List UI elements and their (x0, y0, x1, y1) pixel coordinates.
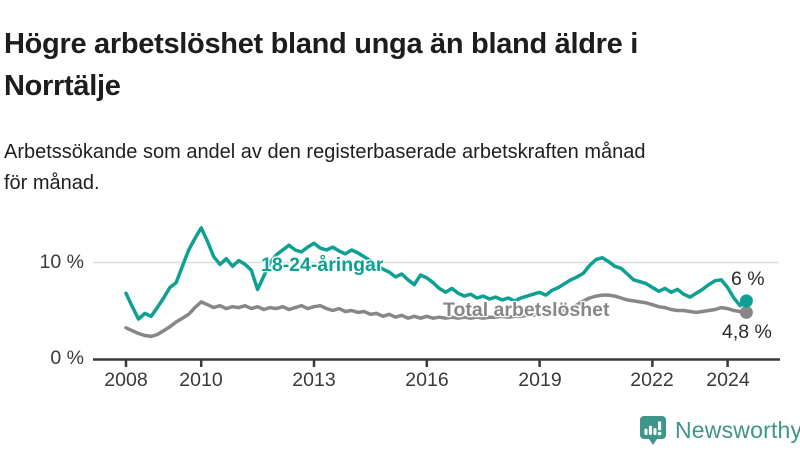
chart-line-youth (124, 226, 749, 321)
x-axis-label-2019: 2019 (518, 369, 562, 391)
x-axis-label-2024: 2024 (706, 369, 750, 391)
chart-subtitle: Arbetssökande som andel av den registerb… (4, 141, 646, 194)
x-axis-label-2022: 2022 (630, 369, 674, 391)
brand-name: Newsworthy (675, 416, 800, 443)
chart-line-total (124, 293, 749, 339)
end-dot-total (739, 305, 753, 319)
x-axis-label-2016: 2016 (405, 369, 449, 391)
end-dot-youth (739, 294, 753, 308)
series-label-youth: 18-24-åringar (261, 254, 384, 276)
x-axis-label-2013: 2013 (292, 369, 336, 391)
series-label-total: Total arbetslöshet (443, 299, 610, 321)
end-value-label-youth: 6 % (731, 268, 765, 290)
chart-title: Högre arbetslöshet bland unga än bland ä… (4, 28, 638, 103)
newsworthy-logo-icon (640, 416, 666, 445)
y-axis-label-10: 10 % (39, 251, 84, 273)
y-axis-label-0: 0 % (50, 347, 84, 369)
x-axis-label-2008: 2008 (104, 369, 148, 391)
x-axis-label-2010: 2010 (179, 369, 223, 391)
brand-footer: Newsworthy (639, 414, 800, 446)
end-value-label-total: 4,8 % (722, 321, 772, 343)
